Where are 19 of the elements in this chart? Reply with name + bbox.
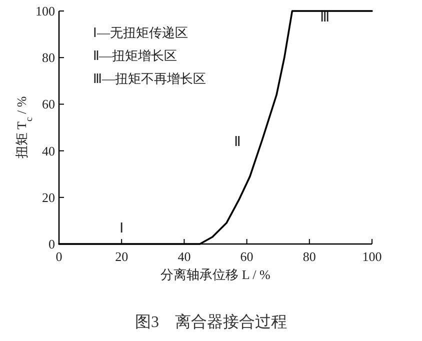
annotation: Ⅰ—无扭矩传递区 bbox=[93, 25, 188, 40]
annotation: Ⅲ—扭矩不再增长区 bbox=[93, 71, 206, 86]
x-tick-label: 40 bbox=[178, 249, 191, 264]
annotation: Ⅱ bbox=[234, 135, 241, 150]
x-tick-label: 20 bbox=[115, 249, 128, 264]
y-tick-label: 0 bbox=[48, 236, 55, 252]
y-tick-label: 60 bbox=[42, 96, 55, 112]
annotation: Ⅱ—扭矩增长区 bbox=[93, 48, 177, 63]
x-axis-title: 分离轴承位移 L / % bbox=[160, 267, 270, 282]
x-tick-label: 80 bbox=[302, 249, 316, 264]
y-tick-label: 100 bbox=[36, 4, 55, 18]
y-tick-label: 80 bbox=[42, 50, 55, 66]
y-tick-label: 20 bbox=[42, 190, 55, 205]
x-tick-label: 60 bbox=[240, 249, 254, 264]
annotation: Ⅲ bbox=[320, 10, 330, 26]
text: 图3 离合器接合过程 bbox=[135, 313, 287, 331]
y-tick-label: 40 bbox=[42, 143, 55, 158]
annotation: Ⅰ bbox=[120, 221, 124, 236]
x-tick-label: 100 bbox=[362, 249, 382, 264]
